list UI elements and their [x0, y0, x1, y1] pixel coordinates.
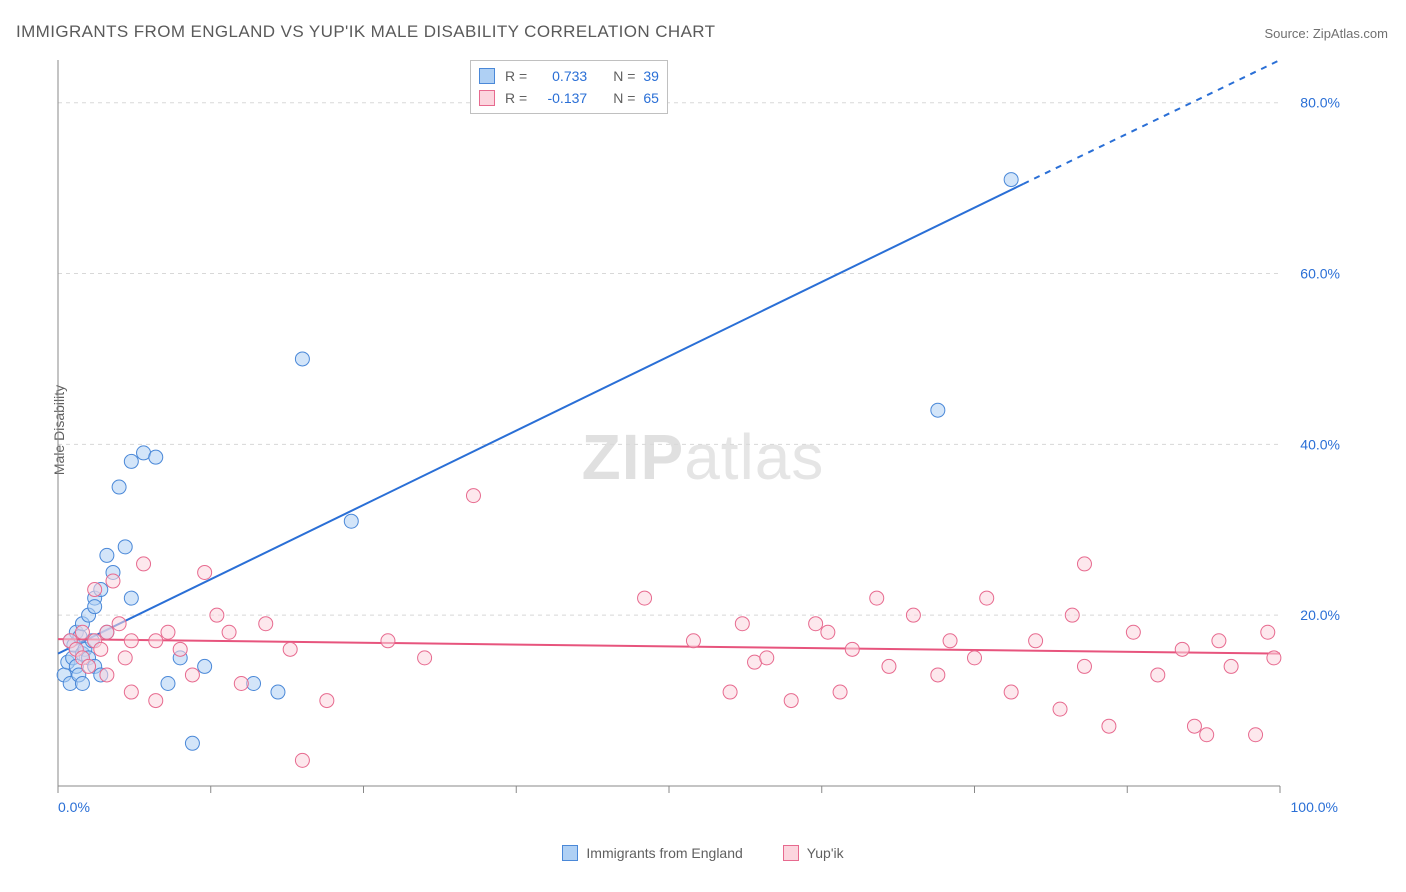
svg-text:20.0%: 20.0%: [1300, 607, 1340, 623]
stat-n-label: N =: [613, 90, 635, 106]
svg-text:0.0%: 0.0%: [58, 799, 90, 815]
legend-item-yupik: Yup'ik: [783, 845, 844, 861]
source-value: ZipAtlas.com: [1313, 26, 1388, 41]
swatch-england: [479, 68, 495, 84]
svg-text:40.0%: 40.0%: [1300, 436, 1340, 452]
stat-n-england: 39: [643, 68, 659, 84]
stat-r-label: R =: [505, 90, 527, 106]
chart-title: IMMIGRANTS FROM ENGLAND VS YUP'IK MALE D…: [16, 22, 715, 42]
stats-row-yupik: R = -0.137 N = 65: [479, 87, 659, 109]
source-label: Source:: [1264, 26, 1312, 41]
source-attribution: Source: ZipAtlas.com: [1264, 26, 1388, 41]
swatch-yupik: [479, 90, 495, 106]
stat-n-yupik: 65: [643, 90, 659, 106]
stat-r-yupik: -0.137: [535, 90, 587, 106]
legend-item-england: Immigrants from England: [562, 845, 742, 861]
stat-r-england: 0.733: [535, 68, 587, 84]
svg-text:80.0%: 80.0%: [1300, 95, 1340, 111]
stats-row-england: R = 0.733 N = 39: [479, 65, 659, 87]
legend-label: Immigrants from England: [586, 845, 742, 861]
stat-r-label: R =: [505, 68, 527, 84]
legend: Immigrants from England Yup'ik: [0, 845, 1406, 864]
scatter-plot: 20.0% 40.0% 60.0% 80.0% 0.0% 100.0%: [52, 56, 1348, 816]
stat-n-label: N =: [613, 68, 635, 84]
svg-text:100.0%: 100.0%: [1291, 799, 1338, 815]
svg-text:60.0%: 60.0%: [1300, 266, 1340, 282]
swatch-england: [562, 845, 578, 861]
legend-label: Yup'ik: [807, 845, 844, 861]
swatch-yupik: [783, 845, 799, 861]
correlation-stats-box: R = 0.733 N = 39 R = -0.137 N = 65: [470, 60, 668, 114]
